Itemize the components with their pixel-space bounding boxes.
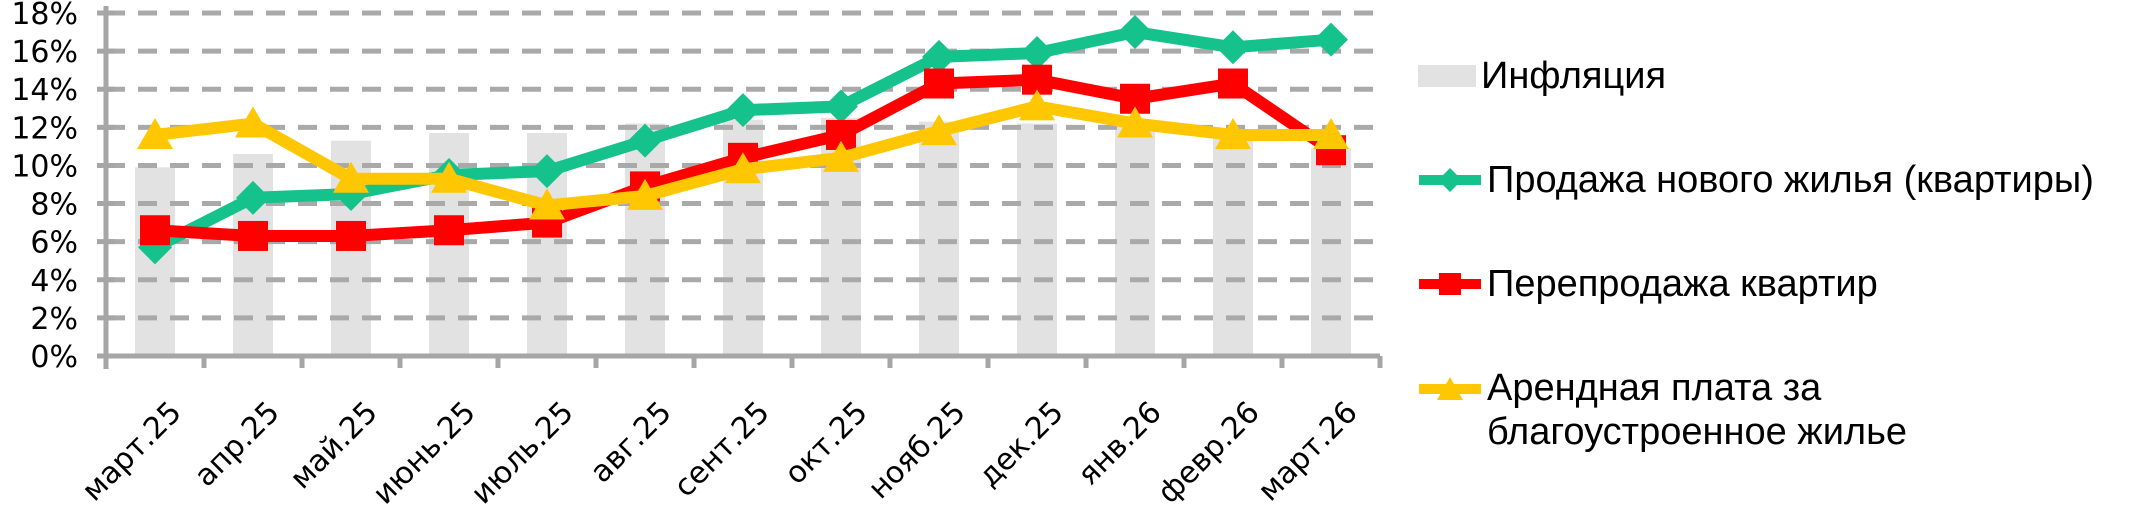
y-axis-label: 14%	[11, 73, 78, 108]
triangle-marker	[137, 117, 173, 149]
triangle-marker	[627, 178, 663, 210]
triangle-marker	[823, 140, 859, 172]
y-axis-label: 6%	[30, 226, 78, 261]
diamond-marker	[922, 39, 956, 74]
square-marker-icon	[1419, 273, 1481, 296]
y-axis-label: 18%	[11, 0, 78, 32]
legend: Инфляция Продажа нового жилья (квартиры)…	[1418, 0, 2137, 506]
square-marker	[434, 215, 464, 246]
legend-label-new-housing: Продажа нового жилья (квартиры)	[1487, 159, 2094, 201]
legend-item-resale: Перепродажа квартир	[1418, 262, 1878, 306]
x-axis-label: окт.25	[778, 395, 875, 492]
legend-item-new-housing: Продажа нового жилья (квартиры)	[1418, 158, 2094, 202]
square-marker	[140, 215, 170, 246]
square-marker	[238, 220, 268, 251]
y-axis-label: 4%	[30, 264, 78, 299]
triangle-marker	[529, 188, 565, 220]
x-axis-label: май.25	[283, 395, 384, 496]
triangle-marker-icon	[1419, 377, 1481, 400]
x-axis-label: янв.26	[1071, 395, 1169, 493]
diamond-marker	[628, 123, 662, 158]
x-axis-label: сент.25	[667, 395, 776, 504]
triangle-marker	[725, 152, 761, 184]
y-axis-label: 8%	[30, 188, 78, 223]
y-axis-label: 10%	[11, 149, 78, 184]
bar	[1213, 138, 1253, 356]
square-marker	[336, 220, 366, 251]
triangle-marker	[921, 114, 957, 146]
square-marker	[924, 68, 954, 99]
x-axis-label: июль.25	[464, 395, 580, 506]
x-axis-label: авг.25	[584, 395, 679, 490]
y-axis-label: 12%	[11, 111, 78, 146]
x-axis-label: март.25	[75, 395, 188, 506]
triangle-marker	[1019, 89, 1055, 121]
diamond-marker	[1118, 15, 1152, 50]
x-axis-label: февр.26	[1151, 395, 1267, 506]
legend-label-inflation: Инфляция	[1481, 55, 1667, 97]
legend-label-rent: Арендная плата за благоустроенное жилье	[1487, 367, 1908, 454]
y-axis-label: 2%	[30, 302, 78, 337]
y-axis-label: 16%	[11, 35, 78, 70]
triangle-marker	[1117, 106, 1153, 138]
triangle-marker	[431, 161, 467, 193]
x-axis-label: нояб.25	[861, 395, 972, 506]
x-axis-label: дек.25	[972, 395, 1071, 494]
diamond-marker	[236, 180, 270, 215]
diamond-marker	[1020, 36, 1054, 71]
x-axis-label: апр.25	[188, 395, 287, 494]
legend-label-resale: Перепродажа квартир	[1487, 263, 1878, 305]
triangle-marker	[1215, 117, 1251, 149]
diamond-marker	[1216, 30, 1250, 65]
x-axis-label: июнь.25	[366, 395, 483, 506]
bar	[1311, 148, 1351, 356]
diamond-marker	[530, 154, 564, 189]
bar-swatch-icon	[1418, 65, 1476, 88]
y-axis-label: 0%	[30, 340, 78, 375]
diamond-marker-icon	[1419, 168, 1481, 193]
triangle-marker	[235, 106, 271, 138]
diamond-marker	[1314, 22, 1348, 57]
diamond-marker	[726, 93, 760, 128]
triangle-marker	[1313, 117, 1349, 149]
legend-item-inflation: Инфляция	[1418, 54, 1666, 98]
diamond-marker	[824, 89, 858, 124]
legend-item-rent: Арендная плата за благоустроенное жилье	[1418, 366, 1957, 454]
bar	[919, 121, 959, 356]
square-marker	[1218, 68, 1248, 99]
triangle-marker	[333, 161, 369, 193]
x-axis-label: март.26	[1251, 395, 1364, 506]
